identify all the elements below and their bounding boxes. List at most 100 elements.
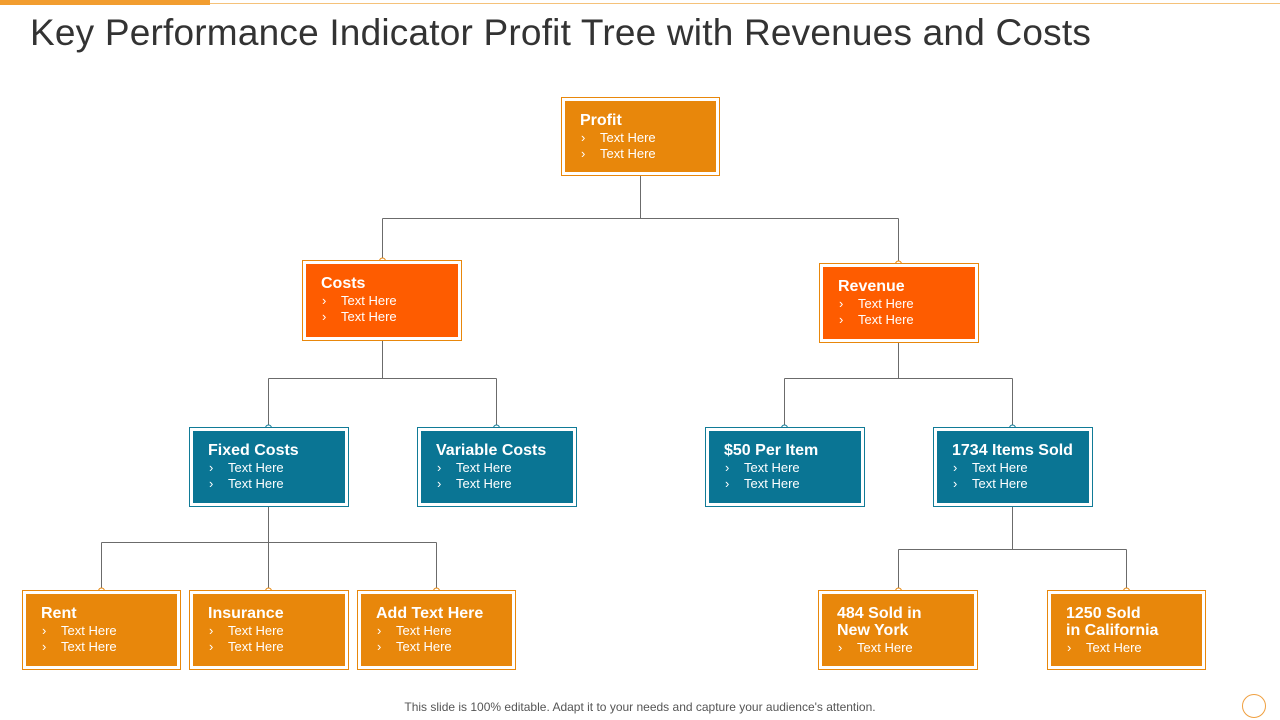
chevron-right-icon: › [725, 460, 730, 475]
chevron-right-icon: › [1067, 640, 1072, 655]
node-bullet-text: Text Here [396, 639, 452, 654]
node-bullet-text: Text Here [341, 309, 397, 324]
node-per-item[interactable]: $50 Per Item › Text Here › Text Here [705, 427, 865, 507]
node-bullet-list: › Text Here › Text Here [208, 623, 331, 655]
chevron-right-icon: › [953, 476, 958, 491]
chevron-right-icon: › [209, 623, 214, 638]
node-bullet-text: Text Here [228, 623, 284, 638]
node-bullet-item: › Text Here [41, 639, 163, 655]
chevron-right-icon: › [437, 476, 442, 491]
top-accent-bar [0, 0, 1280, 5]
node-bullet-text: Text Here [1086, 640, 1142, 655]
chevron-right-icon: › [725, 476, 730, 491]
node-fill: Rent › Text Here › Text Here [26, 594, 177, 666]
chevron-right-icon: › [377, 623, 382, 638]
chevron-right-icon: › [838, 640, 843, 655]
node-fill: Add Text Here › Text Here › Text Here [361, 594, 512, 666]
node-bullet-text: Text Here [456, 476, 512, 491]
node-bullet-item: › Text Here [208, 639, 331, 655]
footnote: This slide is 100% editable. Adapt it to… [404, 700, 876, 714]
node-new-york[interactable]: 484 Sold in New York › Text Here [818, 590, 978, 670]
node-fill: 484 Sold in New York › Text Here [822, 594, 974, 666]
node-bullet-text: Text Here [744, 476, 800, 491]
node-bullet-item: › Text Here [837, 640, 960, 656]
node-bullet-item: › Text Here [321, 309, 444, 325]
node-fixed-costs[interactable]: Fixed Costs › Text Here › Text Here [189, 427, 349, 507]
node-title: 484 Sold in New York [837, 605, 922, 639]
chevron-right-icon: › [209, 476, 214, 491]
chevron-right-icon: › [839, 296, 844, 311]
node-bullet-text: Text Here [858, 296, 914, 311]
chevron-right-icon: › [322, 309, 327, 324]
node-bullet-text: Text Here [858, 312, 914, 327]
node-bullet-item: › Text Here [952, 476, 1075, 492]
node-bullet-list: › Text Here › Text Here [208, 460, 331, 492]
node-bullet-list: › Text Here [837, 640, 960, 656]
node-bullet-item: › Text Here [724, 460, 847, 476]
node-bullet-list: › Text Here › Text Here [321, 293, 444, 325]
node-add-text[interactable]: Add Text Here › Text Here › Text Here [357, 590, 516, 670]
node-profit[interactable]: Profit › Text Here › Text Here [561, 97, 720, 176]
node-bullet-list: › Text Here › Text Here [41, 623, 163, 655]
node-bullet-text: Text Here [228, 476, 284, 491]
slide-title: Key Performance Indicator Profit Tree wi… [30, 12, 1092, 53]
node-title: Rent [41, 605, 77, 622]
node-bullet-text: Text Here [61, 639, 117, 654]
node-title: Costs [321, 275, 366, 292]
node-bullet-list: › Text Here › Text Here [838, 296, 961, 328]
chevron-right-icon: › [437, 460, 442, 475]
chevron-right-icon: › [42, 623, 47, 638]
node-bullet-text: Text Here [228, 639, 284, 654]
node-insurance[interactable]: Insurance › Text Here › Text Here [189, 590, 349, 670]
chevron-right-icon: › [839, 312, 844, 327]
node-costs[interactable]: Costs › Text Here › Text Here [302, 260, 462, 341]
node-bullet-text: Text Here [61, 623, 117, 638]
node-bullet-item: › Text Here [208, 476, 331, 492]
node-title: 1250 Sold in California [1066, 605, 1159, 639]
chevron-right-icon: › [377, 639, 382, 654]
node-fill: Fixed Costs › Text Here › Text Here [193, 431, 345, 503]
node-title: Insurance [208, 605, 284, 622]
node-bullet-item: › Text Here [724, 476, 847, 492]
node-bullet-item: › Text Here [376, 639, 498, 655]
node-fill: $50 Per Item › Text Here › Text Here [709, 431, 861, 503]
node-bullet-item: › Text Here [436, 476, 559, 492]
node-california[interactable]: 1250 Sold in California › Text Here [1047, 590, 1206, 670]
node-bullet-list: › Text Here › Text Here [376, 623, 498, 655]
node-bullet-item: › Text Here [838, 296, 961, 312]
node-title: $50 Per Item [724, 442, 819, 459]
node-fill: 1250 Sold in California › Text Here [1051, 594, 1202, 666]
node-bullet-item: › Text Here [1066, 640, 1188, 656]
node-rent[interactable]: Rent › Text Here › Text Here [22, 590, 181, 670]
chevron-right-icon: › [209, 460, 214, 475]
node-bullet-item: › Text Here [376, 623, 498, 639]
node-title: Variable Costs [436, 442, 547, 459]
chevron-right-icon: › [209, 639, 214, 654]
node-bullet-text: Text Here [600, 146, 656, 161]
node-title: Profit [580, 112, 622, 129]
node-bullet-text: Text Here [456, 460, 512, 475]
node-bullet-item: › Text Here [838, 312, 961, 328]
node-fill: Costs › Text Here › Text Here [306, 264, 458, 337]
node-fill: 1734 Items Sold › Text Here › Text Here [937, 431, 1089, 503]
node-title: Revenue [838, 278, 905, 295]
node-items-sold[interactable]: 1734 Items Sold › Text Here › Text Here [933, 427, 1093, 507]
corner-circle-decoration [1242, 694, 1266, 718]
chevron-right-icon: › [42, 639, 47, 654]
node-bullet-list: › Text Here [1066, 640, 1188, 656]
node-title: 1734 Items Sold [952, 442, 1073, 459]
node-bullet-text: Text Here [396, 623, 452, 638]
node-revenue[interactable]: Revenue › Text Here › Text Here [819, 263, 979, 343]
node-title: Add Text Here [376, 605, 484, 622]
node-bullet-item: › Text Here [41, 623, 163, 639]
node-bullet-item: › Text Here [580, 146, 702, 162]
node-variable-costs[interactable]: Variable Costs › Text Here › Text Here [417, 427, 577, 507]
node-bullet-list: › Text Here › Text Here [952, 460, 1075, 492]
chevron-right-icon: › [322, 293, 327, 308]
node-title: Fixed Costs [208, 442, 299, 459]
node-bullet-item: › Text Here [952, 460, 1075, 476]
chevron-right-icon: › [581, 146, 586, 161]
node-fill: Profit › Text Here › Text Here [565, 101, 716, 172]
node-bullet-list: › Text Here › Text Here [580, 130, 702, 162]
